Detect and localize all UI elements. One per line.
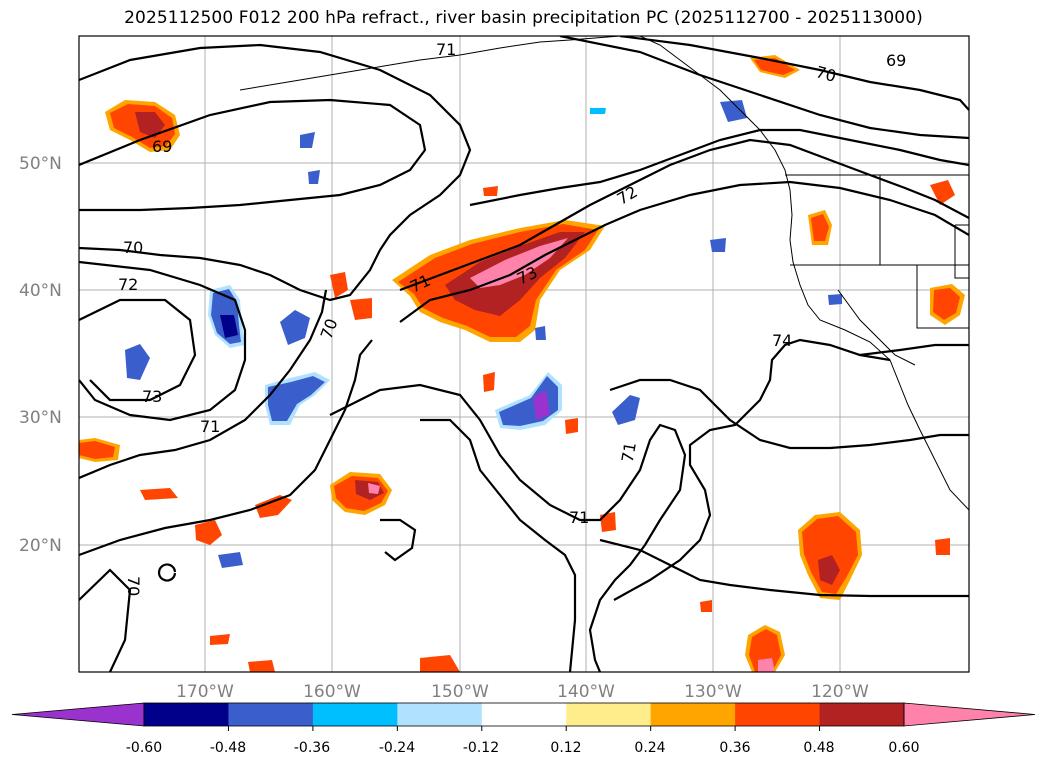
latitude-labels: 50°N 40°N 30°N 20°N xyxy=(19,154,62,556)
colorbar-extend-low xyxy=(11,702,145,727)
refractivity-contours xyxy=(79,36,969,672)
colorbar-tick-label: -0.48 xyxy=(210,740,246,756)
contour-label: 73 xyxy=(142,387,162,406)
coastlines xyxy=(239,36,969,511)
lon-label: 130°W xyxy=(684,682,742,702)
colorbar-outline xyxy=(143,702,905,727)
contour-label: 71 xyxy=(569,508,589,527)
colorbar-tick-label: 0.12 xyxy=(550,740,581,756)
colorbar-tick-label: -0.36 xyxy=(294,740,330,756)
contour-label: 70 xyxy=(814,62,839,86)
colorbar-tick-label: 0.36 xyxy=(719,740,750,756)
lon-label: 170°W xyxy=(176,682,234,702)
lat-label: 40°N xyxy=(19,281,62,301)
colorbar-segment xyxy=(735,703,821,726)
colorbar-tick-label: -0.12 xyxy=(463,740,499,756)
longitude-labels: 170°W 160°W 150°W 140°W 130°W 120°W xyxy=(176,682,869,702)
colorbar xyxy=(11,702,1036,731)
contour-label: 71 xyxy=(618,441,640,464)
colorbar-segment xyxy=(566,703,652,726)
lat-label: 50°N xyxy=(19,154,62,174)
colorbar-segment xyxy=(144,703,229,726)
lat-label: 20°N xyxy=(19,536,62,556)
map-title: 2025112500 F012 200 hPa refract., river … xyxy=(124,8,923,28)
colorbar-tick-label: -0.60 xyxy=(126,740,162,756)
colorbar-tick-label: 0.48 xyxy=(803,740,834,756)
contour-label: 74 xyxy=(772,331,792,350)
colorbar-tick-label: 0.60 xyxy=(888,740,919,756)
contour-label: 71 xyxy=(436,40,456,59)
colorbar-segment xyxy=(819,703,905,726)
contour-label: 70 xyxy=(123,238,143,257)
colorbar-segment xyxy=(650,703,736,726)
colorbar-extend-high xyxy=(903,702,1036,727)
colorbar-tick-label: -0.24 xyxy=(379,740,415,756)
map-frame xyxy=(78,35,970,673)
colorbar-segment xyxy=(397,703,483,726)
contour-label: 72 xyxy=(118,275,138,294)
lat-label: 30°N xyxy=(19,408,62,428)
lon-label: 140°W xyxy=(557,682,615,702)
lon-label: 160°W xyxy=(303,682,361,702)
lon-label: 150°W xyxy=(431,682,489,702)
colorbar-segment xyxy=(481,703,567,726)
colorbar-tick-label: 0.24 xyxy=(634,740,665,756)
colorbar-segment xyxy=(228,703,314,726)
lon-label: 120°W xyxy=(811,682,869,702)
colorbar-labels: -0.60 -0.48 -0.36 -0.24 -0.12 0.12 0.24 … xyxy=(126,740,920,756)
contour-label: 70 xyxy=(124,576,143,596)
contour-label: 69 xyxy=(886,51,906,70)
contour-label: 71 xyxy=(200,417,220,436)
colorbar-segment xyxy=(312,703,398,726)
contour-label: 69 xyxy=(152,137,172,156)
